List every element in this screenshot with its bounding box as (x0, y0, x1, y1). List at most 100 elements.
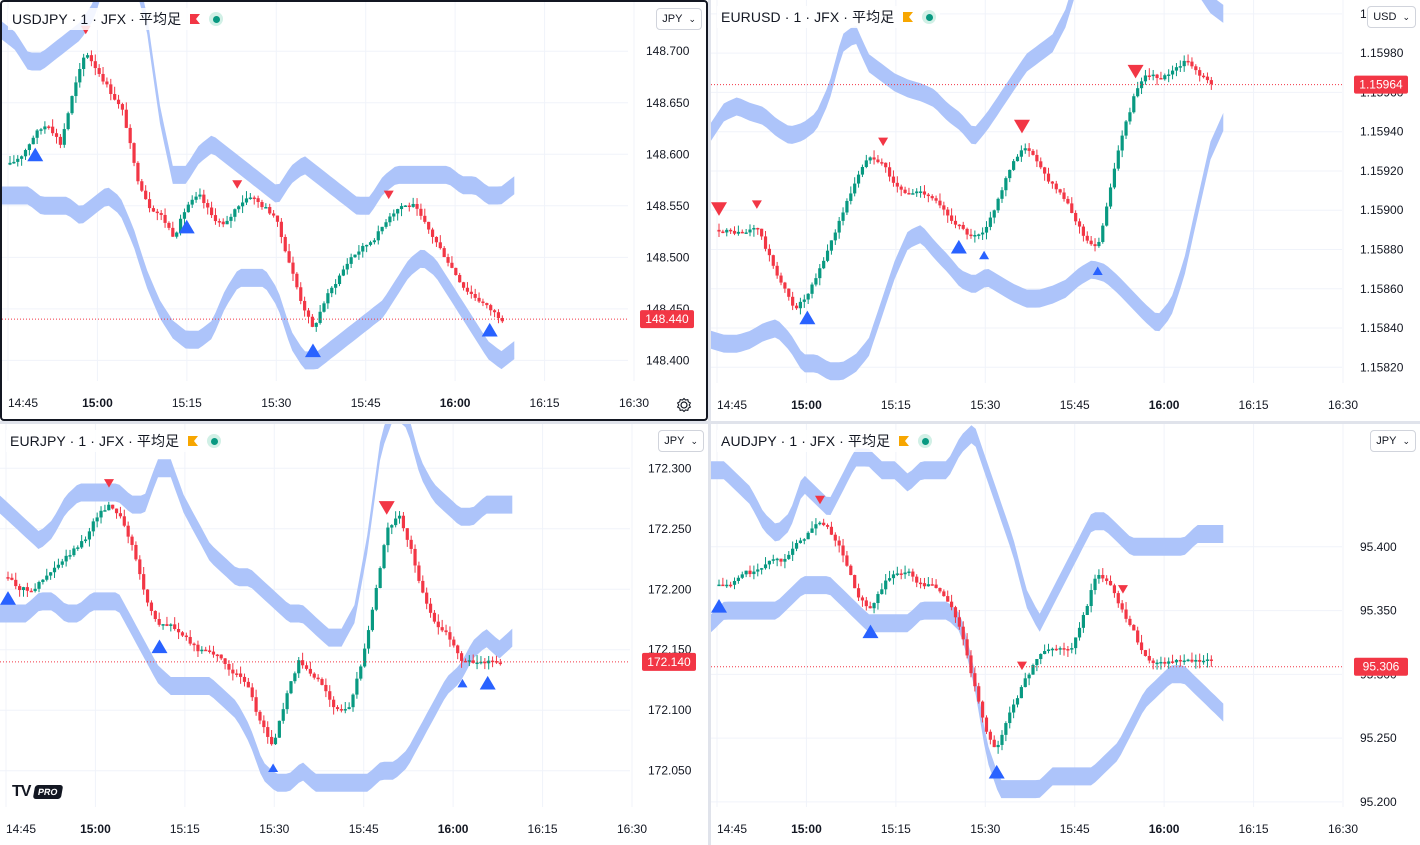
candle (477, 297, 481, 302)
candle (330, 287, 334, 294)
price-tick-label: 148.700 (646, 44, 690, 58)
candle (833, 232, 837, 241)
candle (213, 215, 218, 222)
chart-canvas[interactable]: 148.700 148.650 148.600 148.550 148.500 148.4… (2, 2, 706, 419)
symbol-title[interactable]: EURJPY · 1 · JFX · 平均足 (10, 433, 180, 449)
candle (744, 232, 748, 234)
candle (756, 569, 760, 572)
pane-divider-horizontal[interactable] (0, 421, 1420, 424)
band-upper (711, 425, 1224, 632)
sell-signal-icon (383, 190, 394, 200)
candle (1178, 659, 1182, 662)
candle (29, 590, 33, 593)
candle (209, 207, 214, 216)
chart-pane-eurusd[interactable]: 1.160001.159801.159601.159401.159201.159… (711, 0, 1420, 421)
candle (1081, 614, 1086, 628)
candle (732, 580, 737, 585)
tradingview-logo[interactable]: TV PRO (12, 783, 64, 801)
candle (1136, 88, 1140, 97)
candle (76, 547, 80, 549)
candle (190, 199, 194, 205)
candle (825, 250, 830, 261)
candle (864, 160, 868, 167)
candle (95, 517, 99, 522)
candle (1085, 606, 1089, 615)
market-status-icon (207, 434, 222, 448)
candle (128, 127, 132, 144)
candle (806, 532, 810, 540)
candle (1031, 150, 1035, 155)
candle (116, 99, 121, 105)
time-tick-label: 16:15 (1239, 822, 1269, 836)
candle (165, 624, 169, 626)
flag-icon[interactable] (189, 13, 201, 25)
candle (242, 676, 247, 682)
candle (1019, 687, 1023, 699)
market-status-icon (209, 12, 224, 26)
candle (891, 574, 896, 579)
chart-pane-audjpy[interactable]: 95.40095.35095.30095.25095.20095.30614:4… (711, 424, 1420, 845)
candle (1105, 206, 1109, 226)
band-lower (711, 576, 1224, 799)
candle (51, 126, 55, 134)
currency-selector[interactable]: JPY ⌄ (1370, 430, 1416, 452)
candle (1120, 603, 1124, 610)
flag-icon[interactable] (898, 435, 910, 447)
chart-pane-usdjpy[interactable]: 148.700 148.650 148.600 148.550 148.500 148.4… (0, 0, 708, 421)
symbol-title[interactable]: AUDJPY · 1 · JFX · 平均足 (721, 433, 891, 449)
candle (748, 229, 752, 233)
currency-selector[interactable]: JPY ⌄ (658, 430, 704, 452)
symbol-title[interactable]: EURUSD · 1 · JFX · 平均足 (721, 9, 895, 25)
candle (849, 565, 853, 576)
buy-signal-icon (711, 599, 727, 613)
candle (1093, 578, 1097, 591)
sell-signal-icon (1016, 661, 1027, 671)
candle (779, 275, 783, 283)
currency-selector[interactable]: JPY ⌄ (656, 8, 702, 30)
time-tick-label: 15:45 (1060, 398, 1090, 412)
candle (1043, 167, 1047, 174)
sell-signal-icon (1117, 585, 1128, 594)
time-axis: 14:45 15:00 15:15 15:30 15:45 16:00 16:15 16:30 (6, 822, 647, 836)
candle (1004, 723, 1008, 735)
candle (876, 159, 880, 163)
candle (794, 543, 799, 549)
candle (351, 694, 355, 708)
candle (1139, 81, 1144, 89)
symbol-title[interactable]: USDJPY · 1 · JFX · 平均足 (12, 11, 182, 27)
candle (1124, 121, 1128, 136)
candle (475, 662, 479, 665)
candle (206, 203, 210, 208)
candle (306, 310, 311, 317)
flag-icon[interactable] (902, 11, 914, 23)
chart-canvas[interactable]: 1.160001.159801.159601.159401.159201.159… (711, 0, 1420, 421)
candle (318, 311, 322, 323)
candle (903, 189, 907, 193)
symbol-legend[interactable]: AUDJPY · 1 · JFX · 平均足 (717, 430, 937, 452)
candle (238, 673, 243, 677)
candle (99, 510, 103, 518)
grid (2, 2, 635, 381)
chart-canvas[interactable]: 172.300172.250172.200172.150172.100172.0… (0, 424, 708, 845)
flag-icon[interactable] (187, 435, 199, 447)
time-tick-label: 16:00 (1149, 822, 1180, 836)
candle (388, 216, 392, 223)
candle (149, 602, 154, 611)
candle (1159, 661, 1163, 664)
currency-selector[interactable]: USD ⌄ (1367, 6, 1416, 28)
chart-pane-eurjpy[interactable]: 172.300 172.250 172.200 172.150 172.100 172.0… (0, 424, 708, 845)
candle (332, 699, 336, 708)
candle (973, 235, 977, 237)
candle (448, 632, 452, 640)
candles (717, 518, 1213, 754)
currency-label: USD (1373, 11, 1397, 23)
price-tick-label: 95.200 (1360, 795, 1397, 809)
symbol-legend[interactable]: EURUSD · 1 · JFX · 平均足 (717, 6, 941, 28)
chart-canvas[interactable]: 95.40095.35095.30095.25095.20095.30614:4… (711, 424, 1420, 845)
candle (1163, 75, 1167, 80)
candle (25, 587, 29, 591)
candle (899, 186, 903, 190)
settings-gear-icon[interactable] (676, 397, 692, 413)
symbol-legend[interactable]: USDJPY · 1 · JFX · 平均足 (8, 8, 228, 30)
symbol-legend[interactable]: EURJPY · 1 · JFX · 平均足 (6, 430, 226, 452)
